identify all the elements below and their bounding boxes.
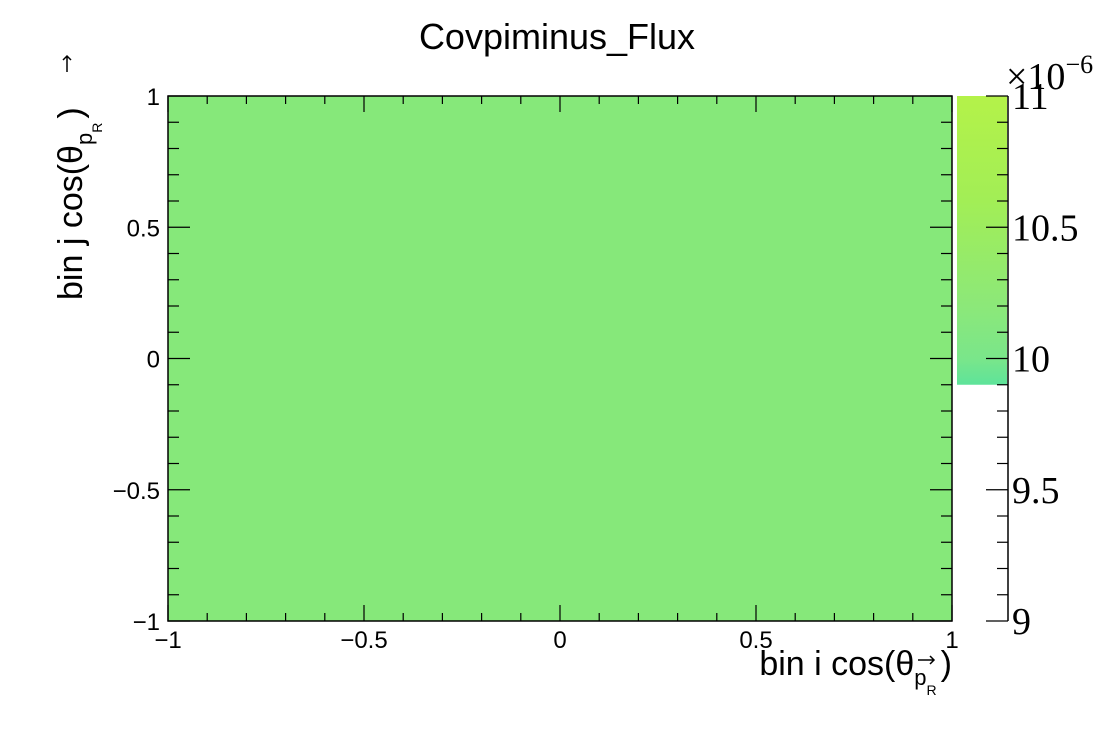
y-tick-label: −1 <box>133 609 160 636</box>
y-tick-label: 0.5 <box>127 215 160 242</box>
colorbar-tick-label: 10 <box>1012 339 1050 381</box>
x-axis-ticks: −1 −0.5 0 0.5 1 <box>154 96 959 654</box>
heatmap-cell <box>168 96 952 621</box>
y-tick-label: −0.5 <box>113 478 160 505</box>
colorbar-tick-label: 11 <box>1012 76 1049 118</box>
chart-title: Covpiminus_Flux <box>419 16 695 57</box>
plot-area: −1 −0.5 0 0.5 1 −1 −0.5 0 0.5 1 <box>113 84 959 654</box>
x-axis-label: bin i cos(θpR) <box>759 645 952 698</box>
x-tick-label: 0.5 <box>739 627 772 654</box>
colorbar-tick-label: 9 <box>1012 601 1031 643</box>
y-tick-label: 1 <box>147 84 160 111</box>
x-tick-label: 1 <box>945 627 958 654</box>
colorbar-tick-label: 9.5 <box>1012 470 1060 512</box>
colorbar: 9 9.5 10 10.5 11 ×10−6 <box>957 50 1093 643</box>
y-axis-ticks: −1 −0.5 0 0.5 1 <box>113 84 952 636</box>
x-tick-label: −0.5 <box>340 627 387 654</box>
x-axis-vector-arrow <box>918 655 936 665</box>
x-tick-label: −1 <box>154 627 181 654</box>
y-tick-label: 0 <box>147 347 160 374</box>
colorbar-tick-label: 10.5 <box>1012 207 1079 249</box>
colorbar-fill <box>957 96 1007 385</box>
title-box <box>392 10 734 66</box>
y-axis-label: bin j cos(θpR) <box>52 107 105 300</box>
heatmap-cells <box>168 96 952 621</box>
colorbar-ticks: 9 9.5 10 10.5 11 <box>986 76 1079 643</box>
y-axis-vector-arrow <box>62 54 72 72</box>
y-axis-label-group: bin j cos(θpR) <box>52 54 105 300</box>
x-tick-label: 0 <box>553 627 566 654</box>
colorbar-exponent: ×10−6 <box>1006 50 1093 98</box>
